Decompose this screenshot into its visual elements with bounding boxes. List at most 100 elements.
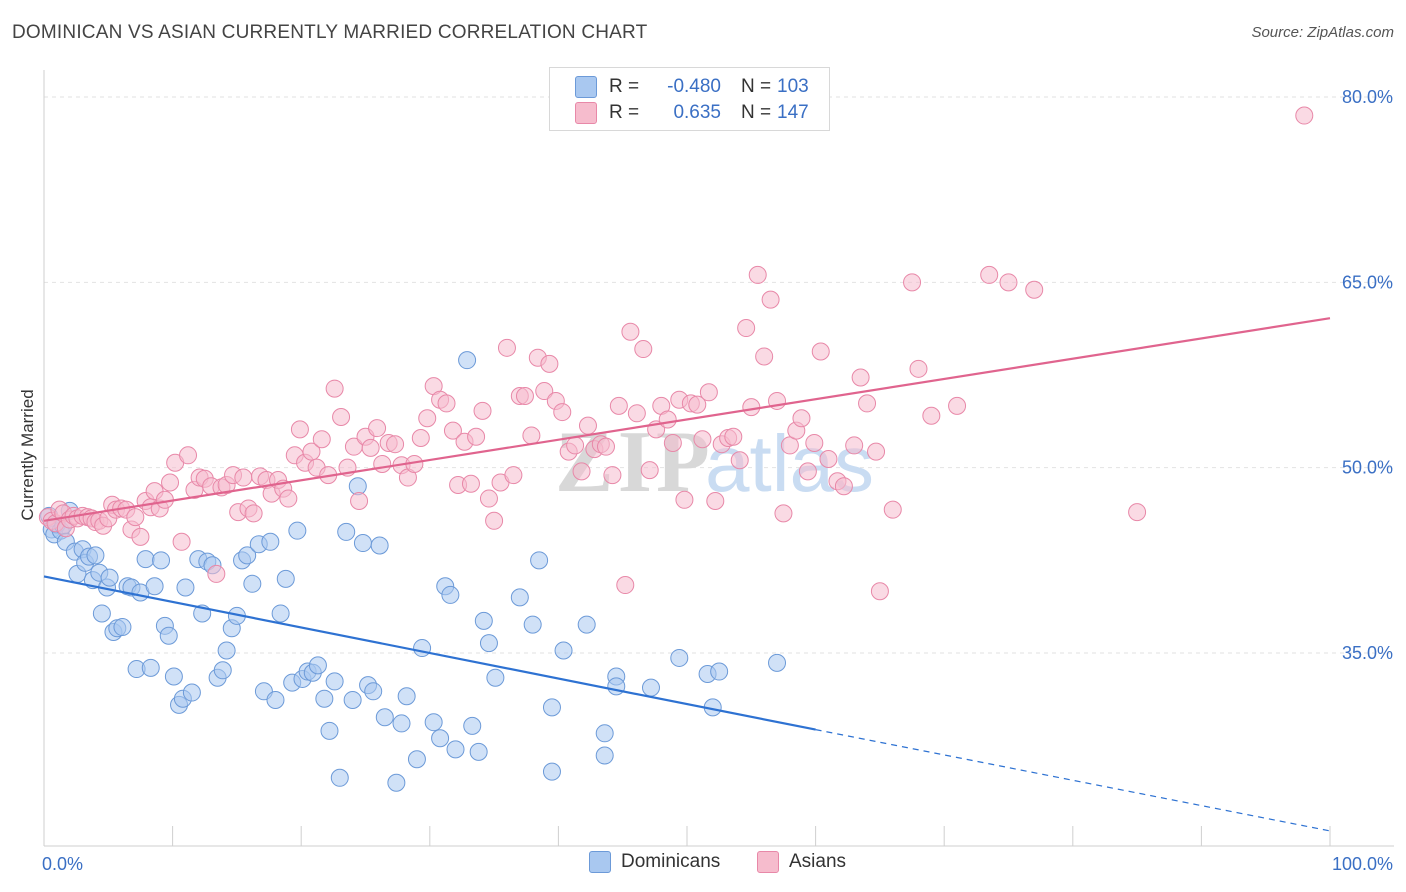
- dominican-point: [407, 750, 426, 769]
- dominican-point: [469, 742, 488, 761]
- dominican-point: [325, 672, 344, 691]
- dominican-point: [217, 641, 236, 660]
- asian-point: [730, 451, 749, 470]
- source-credit: Source: ZipAtlas.com: [1251, 24, 1394, 41]
- asian-point: [834, 477, 853, 496]
- dominican-point: [159, 626, 178, 645]
- legend: R = -0.480 N = 103 R = 0.635 N = 147: [549, 67, 830, 131]
- legend-swatch-dominicans: [575, 76, 597, 98]
- dominican-point: [542, 698, 561, 717]
- asian-point: [640, 461, 659, 480]
- asian-point: [596, 437, 615, 456]
- y-tick-label: 35.0%: [1342, 643, 1393, 663]
- asian-point: [1295, 106, 1314, 125]
- dominican-point: [164, 667, 183, 686]
- dominican-point: [308, 656, 327, 675]
- dominican-point: [261, 532, 280, 551]
- dominican-point: [397, 687, 416, 706]
- dominican-point: [271, 604, 290, 623]
- asian-point: [540, 354, 559, 373]
- asian-point: [999, 273, 1018, 292]
- asian-point: [780, 436, 799, 455]
- asian-point: [845, 436, 864, 455]
- asian-point: [131, 527, 150, 546]
- asian-point: [418, 409, 437, 428]
- dominican-point: [641, 678, 660, 697]
- asian-point: [851, 368, 870, 387]
- asian-point: [805, 433, 824, 452]
- asian-point: [819, 450, 838, 469]
- asian-point: [616, 576, 635, 595]
- dominican-point: [474, 611, 493, 630]
- chart-title: DOMINICAN VS ASIAN CURRENTLY MARRIED COR…: [12, 22, 648, 43]
- x-tick-label-min: 0.0%: [42, 854, 83, 874]
- dominican-point: [330, 768, 349, 787]
- dominican-point: [288, 521, 307, 540]
- dominican-point: [182, 683, 201, 702]
- asian-point: [724, 427, 743, 446]
- dominican-point: [441, 585, 460, 604]
- asian-point: [980, 265, 999, 284]
- dominican-point: [554, 641, 573, 660]
- asian-point: [290, 420, 309, 439]
- asian-point: [350, 492, 369, 511]
- dominican-point: [145, 577, 164, 596]
- y-tick-label: 80.0%: [1342, 87, 1393, 107]
- dominican-point: [238, 546, 257, 565]
- asian-point: [798, 462, 817, 481]
- y-tick-label: 50.0%: [1342, 458, 1393, 478]
- asian-point: [473, 401, 492, 420]
- asian-point: [461, 474, 480, 493]
- dominican-point: [424, 713, 443, 732]
- asian-point: [522, 426, 541, 445]
- dominican-point: [141, 658, 160, 677]
- dominican-point: [510, 588, 529, 607]
- asian-point: [948, 396, 967, 415]
- asian-point: [244, 504, 263, 523]
- asian-point: [361, 438, 380, 457]
- dominican-point: [364, 682, 383, 701]
- asian-point: [1128, 503, 1147, 522]
- asian-point: [368, 419, 387, 438]
- y-axis-label: Currently Married: [18, 389, 37, 521]
- dominican-point: [92, 604, 111, 623]
- trend-lines: [43, 317, 1331, 832]
- dominican-point: [276, 569, 295, 588]
- asian-point: [373, 454, 392, 473]
- dominican-point: [458, 351, 477, 370]
- dominican-point: [152, 551, 171, 570]
- asian-point: [312, 430, 331, 449]
- tick-labels: 35.0% 50.0% 65.0% 80.0% 0.0% 100.0%: [42, 87, 1393, 874]
- asian-point: [279, 489, 298, 508]
- dominican-point: [86, 546, 105, 565]
- asian-point: [504, 466, 523, 485]
- asian-point: [909, 359, 928, 378]
- asian-point: [386, 435, 405, 454]
- asian-point: [485, 511, 504, 530]
- legend-n-label: N =: [741, 102, 772, 123]
- dominican-point: [243, 574, 262, 593]
- dominican-point: [710, 662, 729, 681]
- bottom-legend-dominicans: Dominicans: [589, 851, 720, 873]
- dominican-point: [523, 615, 542, 634]
- dominican-point: [530, 551, 549, 570]
- axes: [43, 70, 1394, 847]
- asian-point: [706, 492, 725, 511]
- dominican-point: [431, 729, 450, 748]
- legend-swatch-asians: [575, 102, 597, 124]
- asian-point: [693, 430, 712, 449]
- asian-point: [578, 416, 597, 435]
- asian-point: [903, 273, 922, 292]
- asian-point: [302, 442, 321, 461]
- legend-r-label: R =: [609, 102, 640, 123]
- asian-point: [748, 265, 767, 284]
- dominicans-trend-extension: [815, 729, 1331, 832]
- asian-point: [1025, 280, 1044, 299]
- asian-point: [126, 508, 145, 527]
- asian-point: [792, 409, 811, 428]
- dominican-point: [320, 721, 339, 740]
- asian-point: [161, 473, 180, 492]
- asian-point: [207, 564, 226, 583]
- dominican-point: [176, 578, 195, 597]
